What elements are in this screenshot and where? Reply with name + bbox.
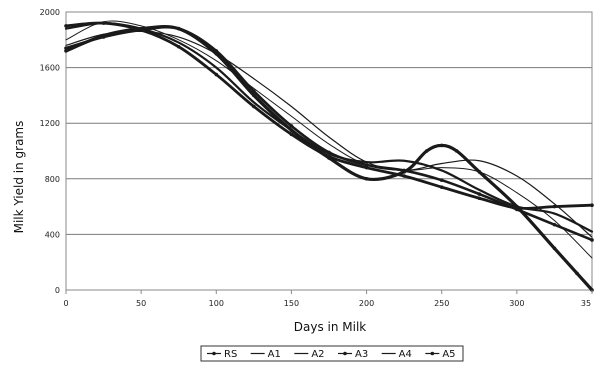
legend-label: RS (224, 349, 237, 360)
data-point (477, 192, 482, 196)
data-point (364, 177, 369, 181)
data-point (424, 149, 429, 153)
data-point (552, 246, 557, 251)
data-point (139, 28, 143, 32)
y-tick-label: 2000 (40, 8, 60, 17)
data-point (439, 143, 444, 148)
legend-marker (343, 351, 347, 356)
series-a3 (64, 21, 594, 210)
x-tick-label: 300 (509, 299, 524, 308)
data-point (552, 204, 557, 209)
legend-item-a4: A4 (381, 349, 412, 360)
series-line-a2 (64, 22, 594, 233)
legend-label: A5 (442, 349, 455, 360)
data-point (176, 44, 181, 49)
series-layer (64, 20, 594, 292)
x-tick-label: 35 (581, 299, 591, 308)
x-tick-labels: 0 50 100 150 200 250 300 35 (63, 290, 593, 308)
data-point (477, 196, 482, 201)
data-point (289, 132, 294, 137)
data-point (327, 150, 331, 155)
data-point (64, 46, 68, 50)
data-point (575, 271, 579, 276)
series-a2 (64, 22, 594, 233)
y-tick-label: 0 (55, 286, 60, 295)
x-tick-label: 150 (284, 299, 299, 308)
series-line-a3 (64, 21, 594, 210)
legend-box (200, 345, 464, 362)
x-tick-label: 50 (136, 299, 146, 308)
x-tick-label: 200 (359, 299, 374, 308)
data-point (214, 49, 219, 53)
series-line-a4 (65, 30, 593, 238)
data-point (590, 238, 594, 242)
data-point (176, 26, 181, 31)
series-a5 (64, 25, 594, 242)
series-line-a5 (64, 25, 594, 242)
legend-marker (430, 351, 435, 356)
legend-label: A3 (355, 349, 368, 360)
data-point (252, 93, 256, 98)
y-tick-labels: 0 400 800 1200 1600 2000 (40, 8, 60, 295)
legend-label: A1 (268, 349, 281, 360)
data-point (64, 24, 68, 28)
legend-item-a2: A2 (294, 349, 325, 360)
data-point (590, 203, 594, 208)
data-point (101, 21, 106, 25)
series-rs (64, 24, 594, 292)
y-tick-label: 800 (45, 175, 60, 184)
legend-marker (212, 351, 216, 356)
data-point (64, 49, 68, 53)
data-point (252, 89, 256, 94)
legend: RS A1 A2 A3 A4 A5 (200, 345, 464, 362)
data-point (252, 104, 256, 109)
data-point (289, 124, 294, 128)
x-tick-label: 250 (434, 299, 449, 308)
series-a4 (65, 30, 593, 238)
data-point (364, 165, 369, 170)
data-point (439, 178, 444, 182)
legend-item-a5: A5 (425, 349, 456, 360)
x-tick-label: 100 (209, 299, 224, 308)
series-a1 (65, 20, 593, 259)
data-point (439, 185, 444, 189)
data-point (515, 207, 519, 212)
data-point (402, 174, 406, 178)
series-line-a1 (65, 20, 593, 259)
data-point (402, 168, 406, 173)
legend-item-a3: A3 (338, 349, 368, 360)
y-tick-label: 400 (45, 230, 60, 239)
data-point (364, 163, 369, 167)
legend-item-rs: RS (207, 349, 237, 360)
data-point (214, 72, 219, 77)
data-point (454, 149, 459, 153)
data-point (327, 154, 331, 159)
legend-item-a1: A1 (250, 349, 281, 360)
y-axis-label: Milk Yield in grams (12, 121, 26, 234)
plot-frame (65, 11, 593, 291)
legend-label: A4 (399, 349, 412, 360)
x-tick-label: 0 (63, 299, 68, 308)
y-tick-label: 1600 (40, 64, 60, 73)
data-point (101, 35, 106, 39)
y-tick-label: 1200 (40, 119, 60, 128)
legend-label: A2 (311, 349, 324, 360)
x-axis-label: Days in Milk (294, 320, 367, 334)
data-point (552, 222, 557, 227)
